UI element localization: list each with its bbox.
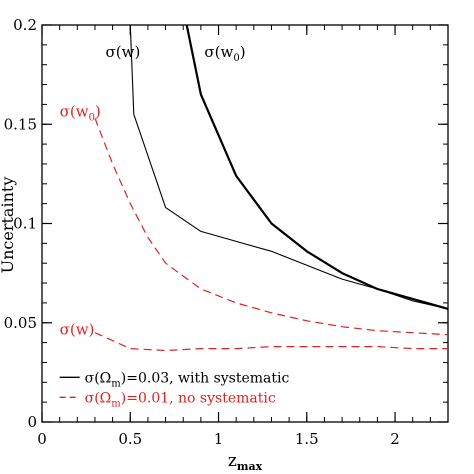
x-tick-label: 0 [37, 430, 47, 448]
legend-entry: σ(Ωm)=0.01, no systematic [85, 390, 276, 409]
x-tick-label: 1 [214, 430, 224, 448]
x-axis-label-sub: max [237, 460, 263, 473]
series-line-4 [94, 332, 448, 352]
series-line-2 [185, 25, 448, 310]
y-tick-label: 0 [27, 413, 37, 431]
curve-label: σ(w) [106, 43, 141, 61]
x-axis-label-main: z [228, 451, 237, 471]
curve-annotations: σ(w) σ(w0) σ(w0) σ(w) [60, 43, 246, 339]
curve-label: σ(w) [60, 321, 95, 339]
curve-label: σ(w0) [204, 43, 245, 64]
y-tick-label: 0.15 [4, 115, 37, 133]
curve-label: σ(w0) [60, 102, 101, 123]
x-tick-label: 2 [390, 430, 400, 448]
series-line-3 [94, 118, 448, 336]
y-tick-label: 0.1 [13, 215, 37, 233]
x-axis-label: zmax [228, 451, 263, 473]
axis-tick-labels: 0 0.5 1 1.5 2 0 0.05 0.1 0.15 0.2 [4, 16, 400, 448]
series-line-1 [129, 25, 448, 310]
y-axis-label: Uncertainty [0, 177, 17, 274]
axis-ticks [41, 24, 448, 423]
legend-entry: σ(Ωm)=0.03, with systematic [85, 370, 290, 389]
y-tick-label: 0.2 [13, 16, 37, 34]
x-tick-label: 0.5 [118, 430, 142, 448]
x-tick-label: 1.5 [295, 430, 319, 448]
series-lines [94, 25, 448, 352]
y-tick-label: 0.05 [4, 314, 37, 332]
plot-frame [41, 24, 449, 423]
